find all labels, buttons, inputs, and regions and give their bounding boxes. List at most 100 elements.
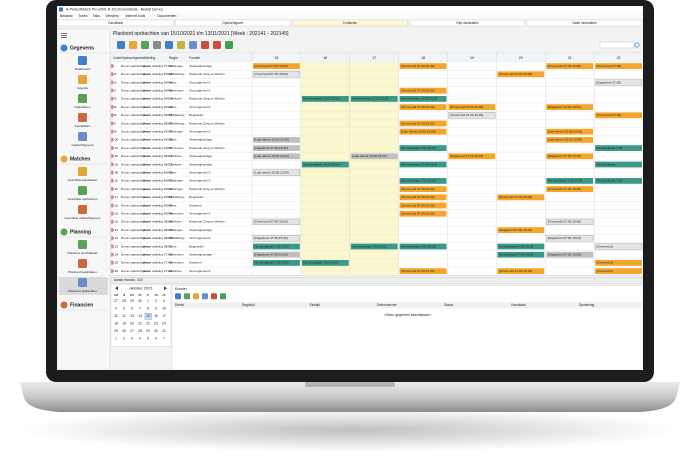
sidebar-item[interactable]: Kandidaten <box>75 124 91 128</box>
toolbar-button[interactable] <box>189 41 197 49</box>
shift-block[interactable] <box>497 227 545 233</box>
calendar-day[interactable]: 25 <box>114 329 118 333</box>
calendar-day[interactable]: 26 <box>122 329 126 333</box>
menu-item[interactable]: Tabs <box>93 14 100 18</box>
calendar-day[interactable]: 15 <box>146 314 150 318</box>
shift-block[interactable] <box>350 243 398 250</box>
calendar-day[interactable]: 5 <box>147 337 149 341</box>
shift-block[interactable] <box>253 63 300 69</box>
calendar-day[interactable]: 3 <box>131 337 133 341</box>
calendar-day[interactable]: 13 <box>130 314 134 318</box>
shift-block[interactable] <box>546 153 594 160</box>
shift-block[interactable] <box>497 251 545 258</box>
shift-block[interactable] <box>253 137 300 143</box>
shift-block[interactable] <box>497 71 545 78</box>
shift-block[interactable] <box>448 153 496 160</box>
calendar-day[interactable]: 12 <box>122 314 126 318</box>
calendar-day[interactable]: 22 <box>146 322 150 326</box>
column-header[interactable]: Afdeling <box>143 56 155 60</box>
shift-block[interactable] <box>399 87 447 94</box>
shift-block[interactable] <box>350 96 398 102</box>
sidebar-item[interactable]: Dashboard <box>75 67 90 71</box>
calendar-day[interactable]: 27 <box>114 299 118 303</box>
calendar-day[interactable]: 6 <box>131 307 133 311</box>
shift-block[interactable] <box>546 137 594 143</box>
shift-block[interactable] <box>546 63 594 69</box>
menu-item[interactable]: Internet tools <box>126 14 146 18</box>
toolbar-button[interactable] <box>141 41 149 49</box>
calendar-day[interactable]: 23 <box>154 322 158 326</box>
calendar-day[interactable]: 1 <box>115 337 117 341</box>
topbar-segment[interactable] <box>409 19 526 27</box>
details-button[interactable] <box>175 293 181 300</box>
calendar-day[interactable]: 24 <box>162 322 166 326</box>
shift-block[interactable] <box>399 268 447 274</box>
shift-block[interactable] <box>595 145 642 151</box>
toolbar-button[interactable] <box>153 41 161 49</box>
calendar-day[interactable]: 7 <box>139 307 141 311</box>
shift-block[interactable] <box>399 202 447 209</box>
sidebar-section[interactable]: Financien <box>70 302 93 308</box>
sidebar-item[interactable]: Planbord opdrachten <box>68 289 97 293</box>
search-icon[interactable] <box>634 42 640 48</box>
sidebar-section[interactable]: Planning <box>70 229 91 235</box>
menu-item[interactable]: Vensters <box>105 14 118 18</box>
shift-block[interactable] <box>595 178 642 184</box>
shift-block[interactable] <box>399 96 447 102</box>
shift-block[interactable] <box>399 145 447 151</box>
calendar-day[interactable]: 10 <box>162 307 166 311</box>
shift-block[interactable] <box>546 178 594 184</box>
topbar-segment[interactable] <box>174 19 291 27</box>
calendar-day[interactable]: 11 <box>114 314 118 318</box>
shift-block[interactable] <box>399 128 447 135</box>
column-header[interactable]: Functie <box>189 56 200 60</box>
calendar-day[interactable]: 16 <box>154 314 158 318</box>
shift-block[interactable] <box>399 161 447 168</box>
shift-block[interactable] <box>252 235 301 242</box>
shift-block[interactable] <box>546 186 594 192</box>
calendar-day[interactable]: 28 <box>138 329 142 333</box>
shift-block[interactable] <box>399 120 447 127</box>
sidebar-item[interactable]: Opdrachtgevers <box>71 143 93 147</box>
details-button[interactable] <box>220 293 226 300</box>
toolbar-button[interactable] <box>165 41 173 49</box>
calendar-day[interactable]: 29 <box>146 329 150 333</box>
calendar-day[interactable]: 6 <box>155 337 157 341</box>
toolbar-button[interactable] <box>213 41 221 49</box>
shift-block[interactable] <box>497 194 545 201</box>
calendar-day[interactable]: 2 <box>123 337 125 341</box>
toolbar-button[interactable] <box>129 41 137 49</box>
calendar-day[interactable]: 8 <box>147 307 149 311</box>
calendar-day[interactable]: 30 <box>138 299 142 303</box>
menu-item[interactable]: Tonen <box>78 14 87 18</box>
calendar-day[interactable]: 7 <box>163 337 165 341</box>
shift-block[interactable] <box>595 260 642 266</box>
shift-block[interactable] <box>253 153 300 160</box>
shift-block[interactable] <box>301 96 349 102</box>
menu-item[interactable]: Documenten <box>157 14 176 18</box>
shift-block[interactable] <box>253 260 300 266</box>
shift-block[interactable] <box>595 161 642 168</box>
shift-block[interactable] <box>399 194 447 201</box>
shift-block[interactable] <box>252 218 301 225</box>
prev-month[interactable] <box>115 286 118 291</box>
search-box[interactable] <box>599 41 635 49</box>
shift-block[interactable] <box>253 145 300 151</box>
shift-block[interactable] <box>546 218 594 225</box>
shift-block[interactable] <box>399 186 447 192</box>
toolbar-button[interactable] <box>225 41 233 49</box>
sidebar-section[interactable]: Gegevens <box>70 45 94 51</box>
toolbar-button[interactable] <box>117 41 125 49</box>
shift-block[interactable] <box>595 63 642 69</box>
details-button[interactable] <box>202 293 208 300</box>
column-header[interactable]: Code <box>113 56 121 60</box>
calendar-day[interactable]: 21 <box>138 322 142 326</box>
shift-block[interactable] <box>546 104 594 110</box>
shift-block[interactable] <box>253 251 300 258</box>
calendar-day[interactable]: 14 <box>138 314 142 318</box>
calendar-day[interactable]: 30 <box>154 329 158 333</box>
calendar-day[interactable]: 17 <box>162 314 166 318</box>
shift-block[interactable] <box>350 153 398 160</box>
sidebar-item[interactable]: Geschikte opdrachten <box>67 197 97 201</box>
details-button[interactable] <box>211 293 217 300</box>
